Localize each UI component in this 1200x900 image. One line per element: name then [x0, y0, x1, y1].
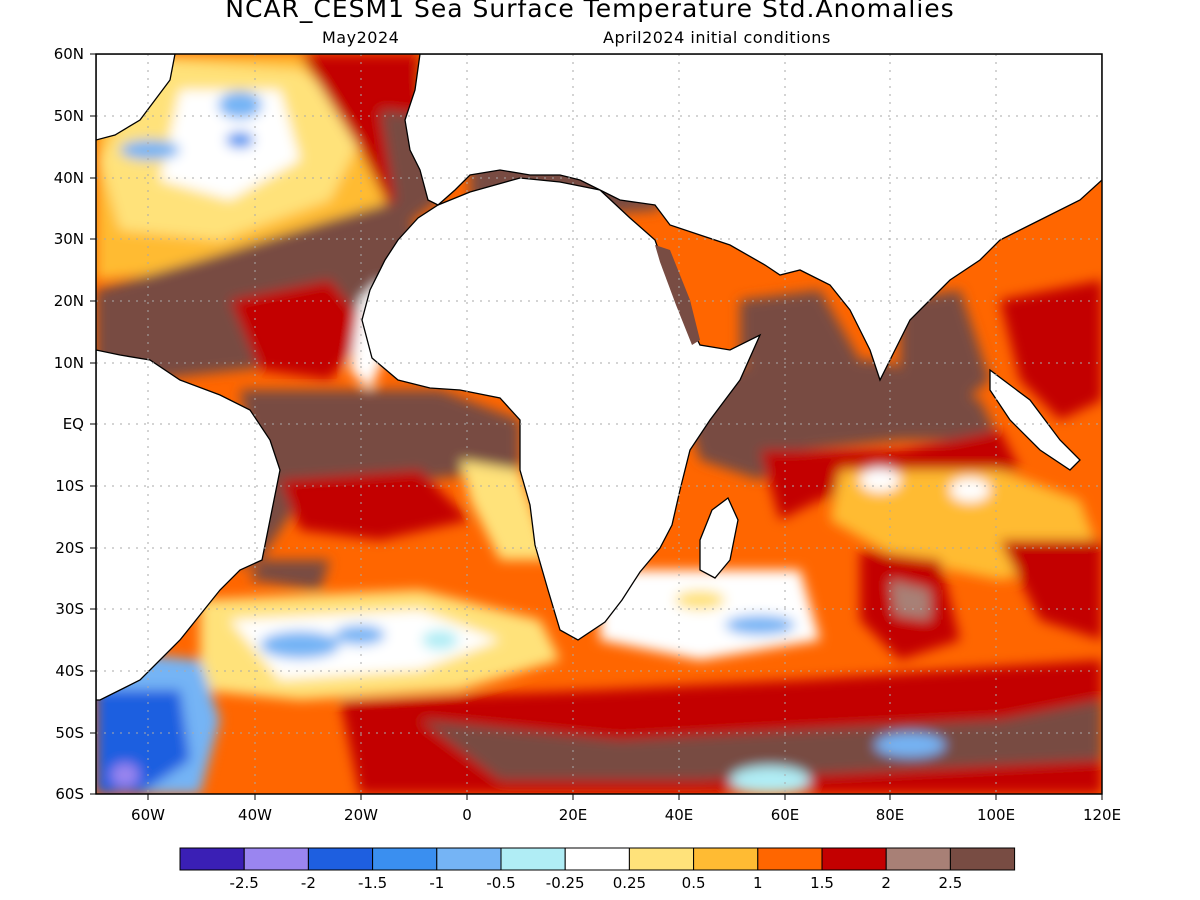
colorbar-swatch: [436, 847, 502, 871]
lon-label: 60E: [771, 806, 800, 824]
colorbar-swatch: [757, 847, 823, 871]
madagascar-landmass: [699, 496, 739, 579]
colorbar-swatch: [564, 847, 630, 871]
lat-label: 60N: [54, 45, 84, 63]
red-sea-gap: [655, 245, 700, 345]
lon-label: 100E: [977, 806, 1015, 824]
lat-label: 30N: [54, 230, 84, 248]
sumatra-landmass: [989, 368, 1081, 471]
lat-label: 20N: [54, 292, 84, 310]
lat-label: 10S: [55, 477, 84, 495]
lon-label: 120E: [1083, 806, 1121, 824]
colorbar-tick-label: -2: [301, 874, 316, 892]
colorbar-tick-label: 1.5: [810, 874, 834, 892]
colorbar-tick-label: -1: [429, 874, 444, 892]
colorbar-swatch: [243, 847, 309, 871]
axis-ticks: [90, 53, 1103, 800]
lat-label: 50N: [54, 107, 84, 125]
longitude-labels: 60W 40W 20W 0 20E 40E 60E 80E 100E 120E: [131, 806, 1121, 824]
land-masks: [96, 54, 1102, 701]
colorbar: [179, 847, 1016, 871]
initial-conditions-label: April2024 initial conditions: [603, 28, 831, 47]
map-title: NCAR_CESM1 Sea Surface Temperature Std.A…: [225, 0, 955, 23]
colorbar-tick-label: -0.25: [546, 874, 585, 892]
colorbar-swatch: [372, 847, 438, 871]
latitude-labels: 60N 50N 40N 30N 20N 10N EQ 10S 20S 30S 4…: [54, 45, 84, 803]
colorbar-tick-label: 1: [753, 874, 763, 892]
colorbar-swatch: [628, 847, 695, 871]
colorbar-tick-label: 0.5: [682, 874, 706, 892]
north-africa-west-landmass: [96, 349, 281, 701]
colorbar-tick-label: 0.25: [613, 874, 646, 892]
colorbar-swatch: [500, 847, 566, 871]
colorbar-swatch: [179, 847, 245, 871]
lon-label: 40W: [238, 806, 272, 824]
map-gridlines: [96, 54, 1102, 794]
lat-label: 40N: [54, 169, 84, 187]
lon-label: 20W: [344, 806, 378, 824]
lat-label: 20S: [55, 539, 84, 557]
lon-label: 40E: [665, 806, 694, 824]
colorbar-tick-label: -1.5: [358, 874, 387, 892]
colorbar-tick-labels: -2.5 -2 -1.5 -1 -0.5 -0.25 0.25 0.5 1 1.5 2 2.5: [230, 874, 963, 892]
forecast-month-label: May2024: [322, 28, 400, 47]
colorbar-swatch: [307, 847, 374, 871]
lat-label: 60S: [55, 785, 84, 803]
colorbar-swatch: [821, 847, 887, 871]
colorbar-tick-label: 2.5: [938, 874, 962, 892]
lon-label: 60W: [131, 806, 165, 824]
colorbar-swatch: [885, 847, 951, 871]
lon-label: 20E: [559, 806, 588, 824]
lat-label: 40S: [55, 662, 84, 680]
colorbar-swatch: [949, 847, 1016, 871]
colorbar-tick-label: 2: [881, 874, 891, 892]
colorbar-swatch: [693, 847, 759, 871]
colorbar-tick-label: -0.5: [486, 874, 515, 892]
lon-label: 0: [462, 806, 472, 824]
lat-label: EQ: [63, 415, 84, 433]
lat-label: 10N: [54, 354, 84, 372]
europe-asia-landmass: [404, 54, 1102, 382]
colorbar-tick-label: -2.5: [230, 874, 259, 892]
lon-label: 80E: [876, 806, 905, 824]
lat-label: 30S: [55, 600, 84, 618]
lat-label: 50S: [55, 724, 84, 742]
